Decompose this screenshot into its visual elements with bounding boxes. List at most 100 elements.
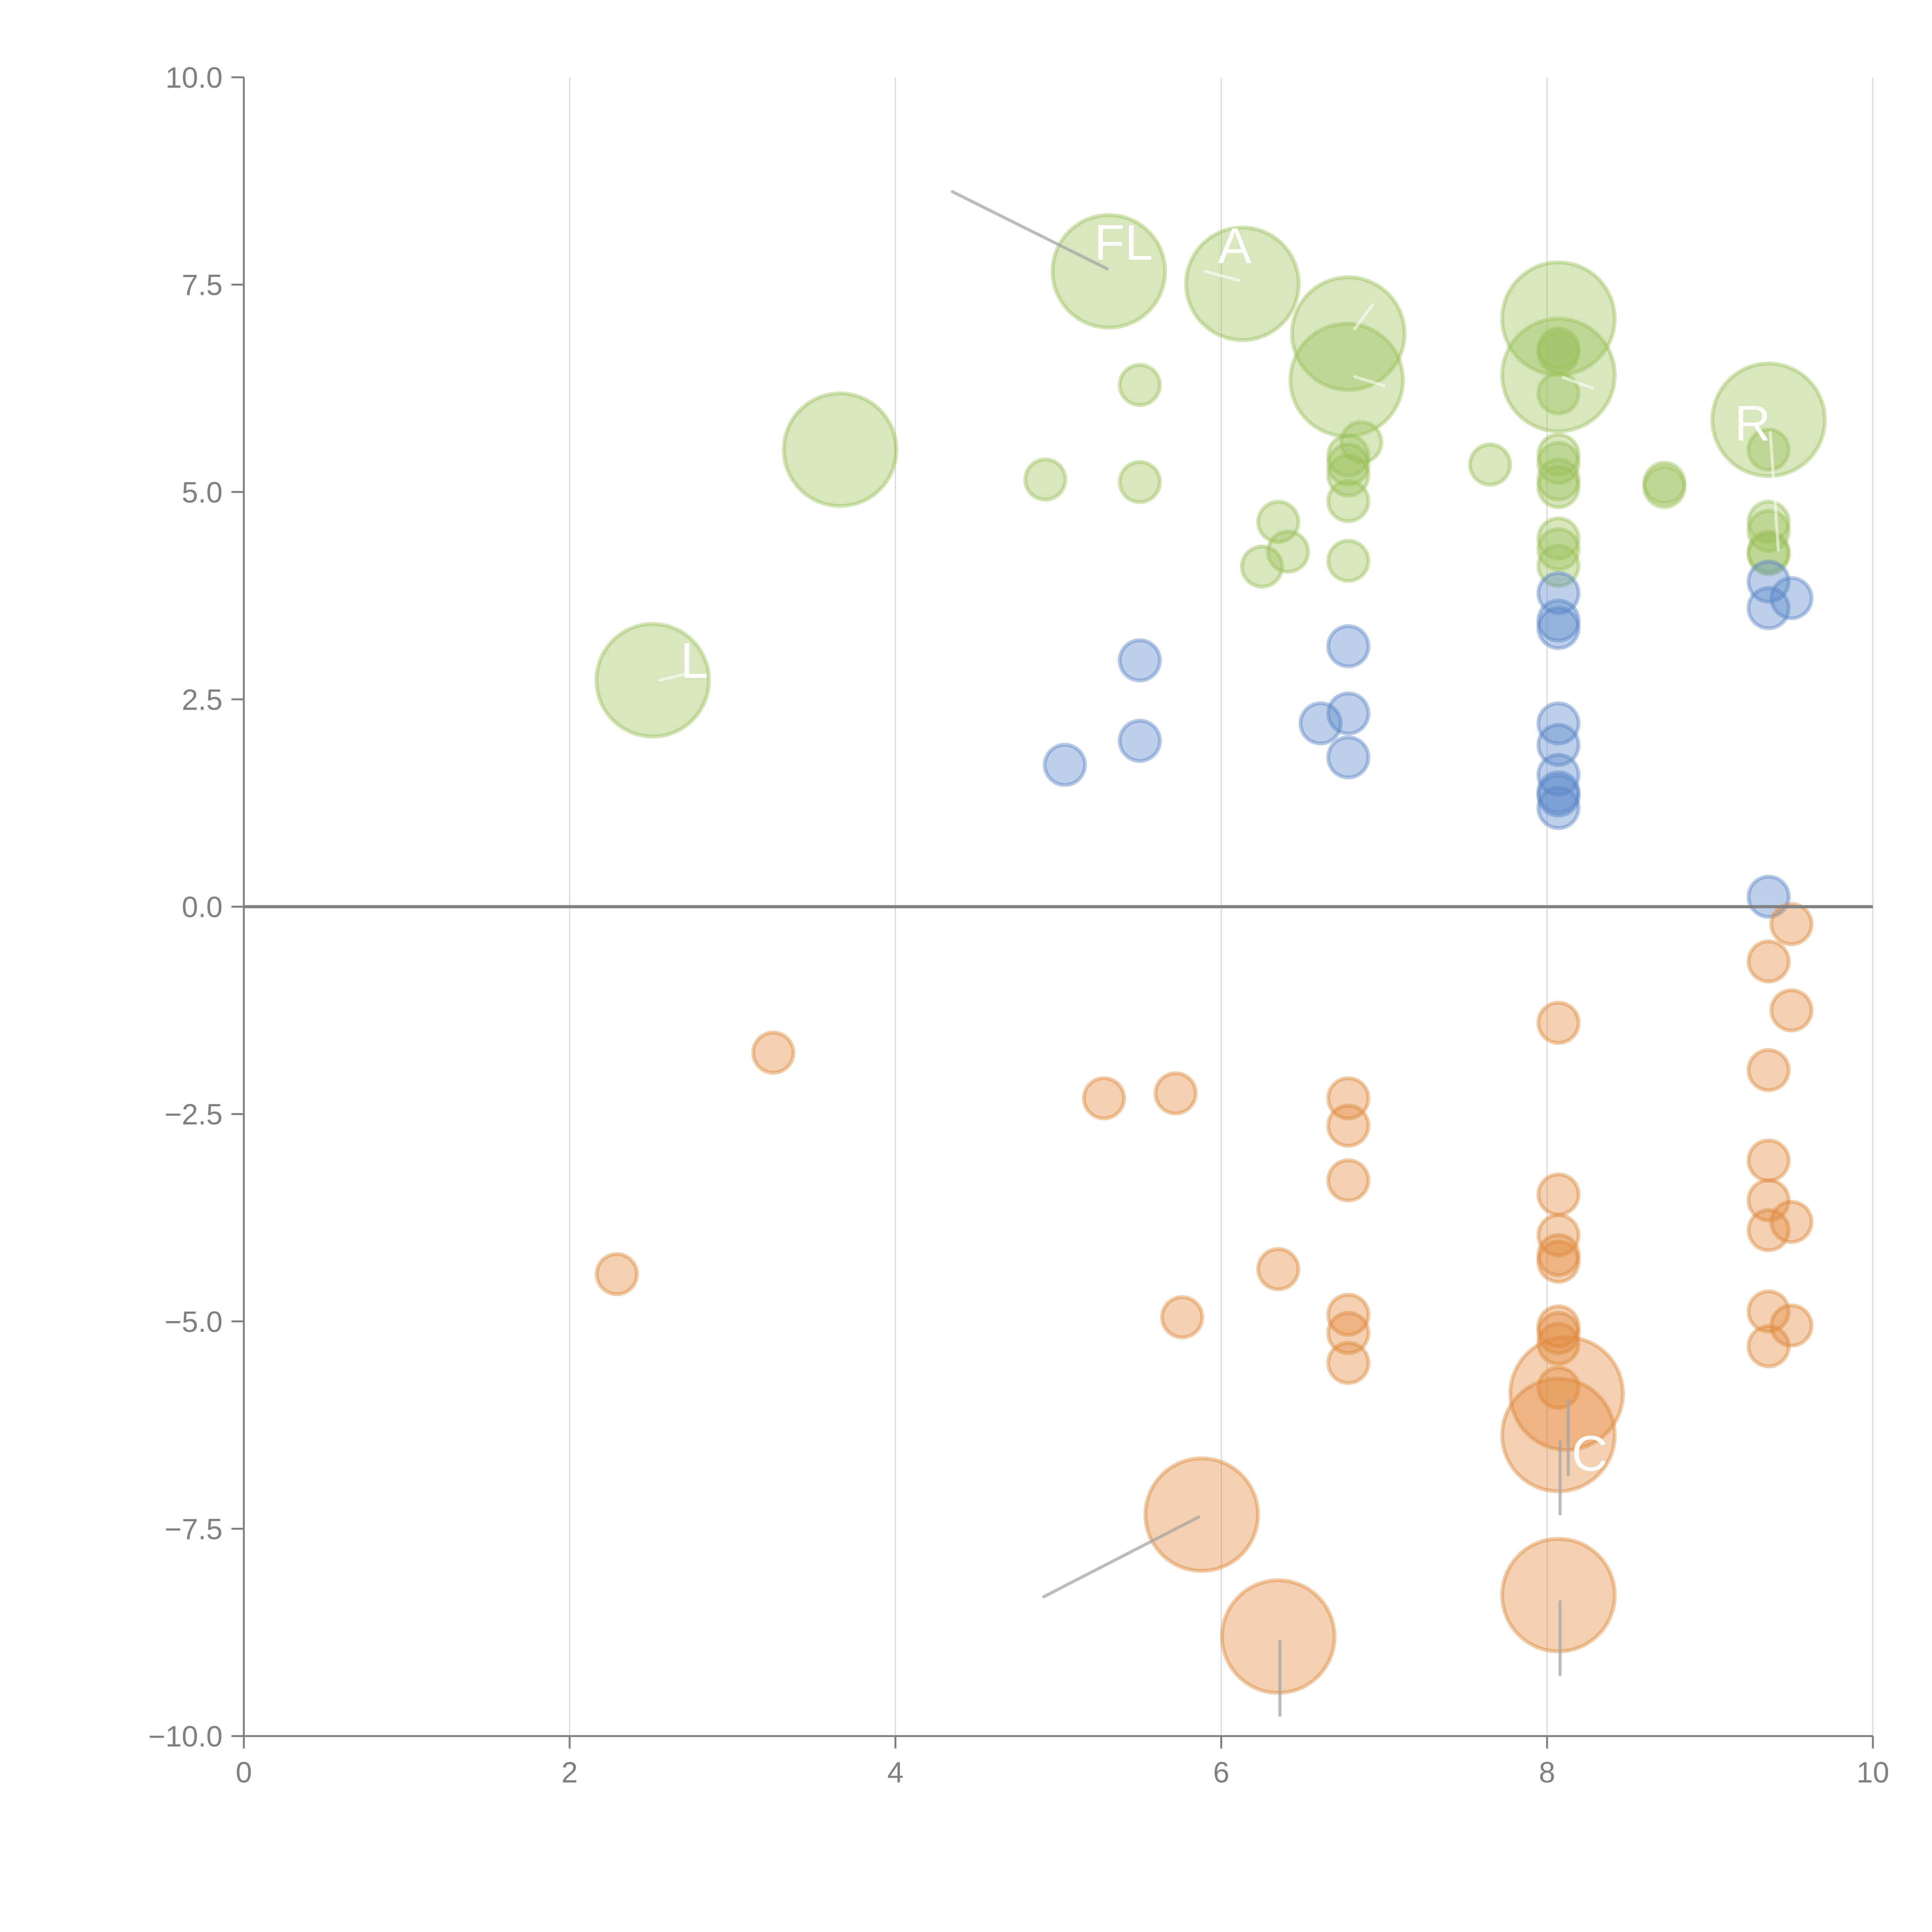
bubble-labels: FL A R L C xyxy=(680,214,1771,1481)
orange-bubble xyxy=(1326,1293,1371,1337)
label-leader-line xyxy=(1353,303,1374,330)
y-tick-label: 10.0 xyxy=(165,61,223,94)
orange-bubble xyxy=(1508,1335,1625,1452)
label-leader-line xyxy=(951,190,1109,270)
green-bubble xyxy=(1326,433,1371,478)
green-bubble xyxy=(1288,321,1405,439)
green-bubble xyxy=(1184,225,1301,342)
blue-bubble xyxy=(1536,773,1581,818)
green-bubble xyxy=(1290,275,1407,392)
green-bubble xyxy=(1240,544,1284,589)
blue-bubble xyxy=(1769,576,1814,621)
bubble-label: C xyxy=(1571,1425,1608,1481)
green-bubble xyxy=(1642,461,1687,505)
label-leaders xyxy=(658,190,1780,1717)
label-leader-line xyxy=(1042,1515,1200,1599)
green-bubble xyxy=(1747,427,1791,472)
blue-bubble xyxy=(1536,770,1581,815)
y-tick-label: −10.0 xyxy=(148,1720,223,1753)
blue-bubble xyxy=(1326,691,1371,736)
green-bubble xyxy=(1468,442,1512,487)
x-tick-label: 6 xyxy=(1213,1756,1229,1789)
green-bubble xyxy=(782,391,898,508)
blue-bubble xyxy=(1536,606,1581,650)
blue-bubble xyxy=(1536,598,1581,643)
orange-bubble xyxy=(1536,1240,1581,1284)
orange-bubble xyxy=(1326,1104,1371,1148)
orange-bubble xyxy=(1769,988,1814,1032)
x-tick-label: 10 xyxy=(1857,1756,1889,1789)
orange-bubble xyxy=(1536,1001,1581,1045)
bubbles xyxy=(594,213,1827,1695)
orange-bubble xyxy=(1536,1233,1581,1277)
green-bubble xyxy=(1536,432,1581,477)
series-orange xyxy=(595,902,1814,1695)
blue-bubble xyxy=(1117,638,1162,682)
blue-bubble xyxy=(1536,786,1581,830)
x-tick-label: 4 xyxy=(887,1756,903,1789)
x-tick-label: 2 xyxy=(561,1756,578,1789)
label-leader-line xyxy=(658,673,685,682)
green-bubble xyxy=(1536,527,1581,571)
blue-bubble xyxy=(1043,743,1087,787)
bubble-label: A xyxy=(1218,218,1252,274)
orange-bubble xyxy=(1326,1311,1371,1355)
x-axis-ticks: 0 2 4 6 8 10 xyxy=(236,1736,1889,1789)
y-axis-ticks: 10.0 7.5 5.0 2.5 0.0 −2.5 −5.0 −7.5 −10.0 xyxy=(148,61,244,1753)
bubble-label: L xyxy=(680,632,708,689)
label-leader-line xyxy=(1353,375,1386,388)
orange-bubble xyxy=(1769,902,1814,946)
label-leader-line xyxy=(1203,270,1241,282)
y-tick-label: 0.0 xyxy=(182,891,223,924)
blue-bubble xyxy=(1536,571,1581,616)
orange-bubble xyxy=(751,1031,796,1075)
green-bubble xyxy=(1326,539,1371,583)
orange-bubble xyxy=(1747,1178,1791,1223)
y-tick-label: 7.5 xyxy=(182,269,223,302)
y-tick-label: −7.5 xyxy=(165,1513,223,1546)
orange-bubble xyxy=(1769,1303,1814,1348)
orange-bubble xyxy=(1500,1537,1617,1653)
green-bubble xyxy=(1536,516,1581,561)
orange-bubble xyxy=(1326,1341,1371,1385)
blue-bubble xyxy=(1117,719,1162,763)
orange-bubble xyxy=(1747,1138,1791,1183)
green-bubble xyxy=(1117,363,1162,407)
blue-bubble xyxy=(1747,586,1791,630)
orange-bubble xyxy=(1747,1289,1791,1333)
green-bubble xyxy=(1326,453,1371,498)
orange-bubble xyxy=(1220,1578,1337,1695)
orange-bubble xyxy=(1500,1377,1617,1493)
green-bubble xyxy=(1500,316,1617,434)
x-tick-label: 0 xyxy=(236,1756,252,1789)
green-bubble xyxy=(1266,529,1310,574)
orange-bubble xyxy=(1536,1213,1581,1257)
orange-bubble xyxy=(1747,939,1791,984)
orange-bubble xyxy=(1747,1208,1791,1252)
orange-bubble xyxy=(1143,1456,1260,1573)
green-bubble xyxy=(1051,213,1167,330)
y-tick-label: 2.5 xyxy=(182,684,223,716)
series-blue xyxy=(1043,560,1814,919)
x-tick-label: 8 xyxy=(1539,1756,1555,1789)
orange-bubble xyxy=(1536,1311,1581,1355)
green-bubble xyxy=(1256,500,1301,544)
green-bubble xyxy=(1536,441,1581,485)
orange-bubble xyxy=(1256,1247,1301,1291)
green-bubble xyxy=(1710,361,1827,478)
orange-bubble xyxy=(1536,1304,1581,1349)
green-bubble xyxy=(1023,457,1068,502)
label-leader-line xyxy=(1561,376,1594,390)
green-bubble xyxy=(1642,465,1687,509)
orange-bubble xyxy=(1160,1295,1204,1340)
orange-bubble xyxy=(1747,1324,1791,1369)
orange-bubble xyxy=(595,1252,639,1296)
green-bubble xyxy=(1536,465,1581,509)
y-tick-label: −5.0 xyxy=(165,1306,223,1338)
green-bubble xyxy=(1536,371,1581,415)
orange-bubble xyxy=(1082,1076,1126,1121)
bubble-label: R xyxy=(1735,395,1771,451)
orange-bubble xyxy=(1747,1048,1791,1092)
green-bubble xyxy=(1326,442,1371,487)
